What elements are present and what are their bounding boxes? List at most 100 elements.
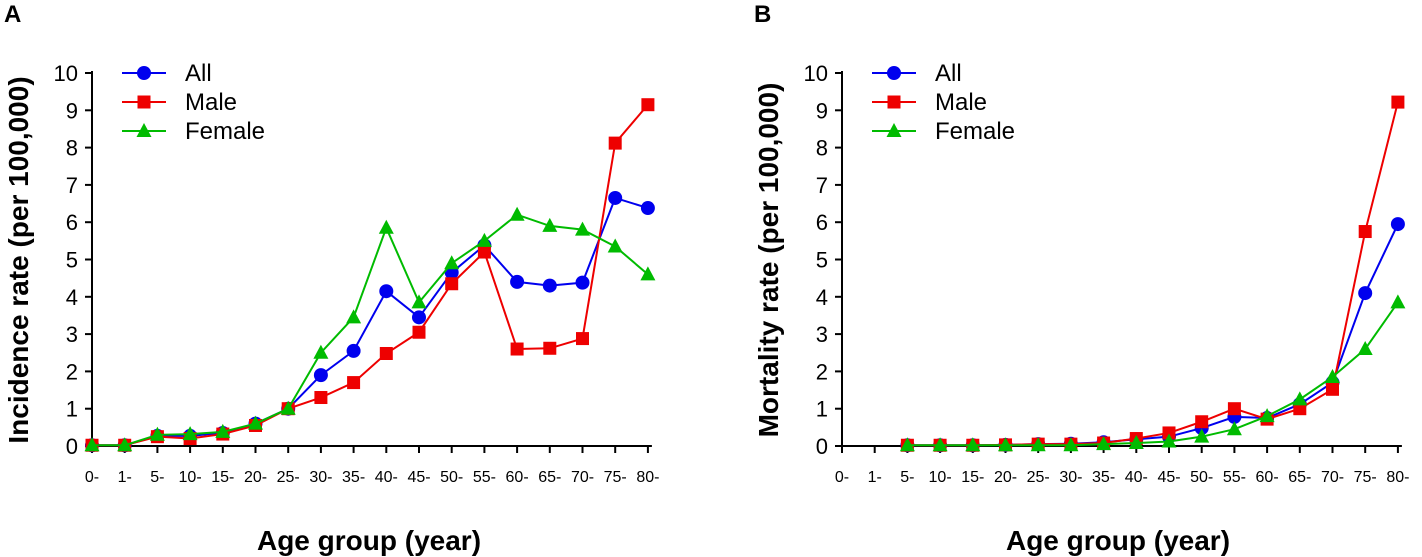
data-point [280, 400, 296, 415]
legend-label: Female [935, 118, 1015, 145]
series-female [84, 206, 656, 452]
y-axis-label: Mortality rate (per 100,000) [753, 83, 784, 438]
series-line [907, 223, 1399, 447]
legend-label: Male [185, 89, 237, 116]
data-point [575, 221, 590, 236]
data-point [1391, 95, 1405, 109]
data-point [542, 278, 557, 293]
x-tick-label: 35- [342, 469, 365, 486]
y-tick-label: 2 [816, 359, 828, 384]
x-tick-label: 70- [1321, 469, 1344, 486]
x-tick-label: 20- [244, 469, 267, 486]
y-tick-label: 6 [66, 210, 78, 235]
data-point [84, 437, 100, 452]
data-point [641, 98, 655, 112]
series-line [92, 196, 649, 447]
y-tick-label: 4 [66, 285, 78, 310]
x-tick-label: 25- [1027, 469, 1050, 486]
x-tick-label: 65- [1288, 469, 1311, 486]
data-point [998, 437, 1013, 452]
x-tick-label: 30- [1059, 469, 1082, 486]
data-point [640, 266, 656, 281]
data-point [576, 332, 589, 346]
data-point [1390, 294, 1406, 309]
x-tick-label: 40- [375, 469, 398, 486]
x-tick-label: 5- [900, 469, 914, 486]
y-tick-label: 10 [804, 61, 828, 86]
data-point [1194, 428, 1210, 443]
data-point [575, 275, 590, 290]
data-point [1390, 217, 1405, 232]
legend-marker [137, 95, 151, 109]
data-point [510, 274, 525, 289]
y-tick-label: 7 [816, 173, 828, 198]
x-tick-label: 20- [994, 469, 1017, 486]
y-tick-label: 0 [66, 434, 78, 459]
legend-item-all: All [872, 60, 962, 87]
data-point [607, 238, 623, 253]
y-tick-label: 8 [66, 136, 78, 161]
y-tick-label: 3 [816, 322, 828, 347]
axes [841, 71, 1402, 447]
data-point [608, 136, 622, 150]
legend-item-all: All [122, 60, 212, 87]
data-point [1096, 436, 1112, 451]
data-point [640, 201, 655, 216]
x-tick-label: 0- [835, 469, 849, 486]
data-point [313, 368, 328, 383]
data-point [378, 219, 394, 234]
y-tick-label: 1 [816, 397, 828, 422]
y-tick-label: 7 [66, 173, 78, 198]
y-ticks: 0 1 2 3 4 5 6 7 8 9 10 [804, 61, 842, 459]
data-point [347, 376, 361, 390]
data-point [346, 309, 362, 324]
x-tick-label: 65- [538, 469, 561, 486]
data-point [215, 423, 231, 438]
data-point [1357, 341, 1373, 356]
data-point [1226, 421, 1242, 436]
legend-label: All [185, 60, 212, 87]
x-tick-label: 80- [1386, 469, 1409, 486]
panel-letter: A [4, 1, 21, 28]
x-tick-label: 15- [961, 469, 984, 486]
y-tick-label: 2 [66, 359, 78, 384]
data-point [412, 310, 426, 325]
series-line [907, 101, 1399, 447]
data-point [379, 284, 394, 299]
data-point [1358, 225, 1372, 239]
panel-letter: B [754, 1, 771, 28]
data-point [543, 341, 557, 355]
legend-marker [137, 66, 151, 80]
x-tick-label: 40- [1125, 469, 1148, 486]
data-point [412, 325, 426, 339]
data-point [445, 277, 459, 291]
x-tick-label: 80- [636, 469, 659, 486]
data-point [1326, 382, 1339, 396]
x-tick-label: 75- [1354, 469, 1377, 486]
x-tick-label: 75- [604, 469, 627, 486]
y-tick-label: 5 [816, 248, 828, 273]
panel-b: B Mortality rate (per 100,000) Age group… [753, 1, 1409, 556]
legend-label: Male [935, 89, 987, 116]
axes [91, 71, 652, 447]
x-tick-label: 35- [1092, 469, 1115, 486]
x-tick-label: 10- [179, 469, 202, 486]
data-point [477, 245, 491, 259]
data-point [608, 190, 623, 205]
x-tick-label: 60- [1256, 469, 1279, 486]
x-ticks: 0- 1- 5- 10- 15- 20- 25- 30- 35- 40- 45- 50- 55- 60- 6… [835, 446, 1409, 486]
data-point [965, 437, 981, 452]
x-tick-label: 10- [929, 469, 952, 486]
x-tick-label: 60- [506, 469, 529, 486]
data-point [149, 426, 165, 441]
legend-item-female: Female [122, 118, 265, 145]
data-point [117, 437, 133, 452]
y-tick-label: 5 [66, 248, 78, 273]
y-axis-label: Incidence rate (per 100,000) [3, 76, 34, 443]
data-point [1293, 402, 1307, 416]
data-point [542, 217, 558, 232]
data-point [411, 294, 427, 309]
legend-marker [887, 66, 901, 80]
legend-label: All [935, 60, 962, 87]
